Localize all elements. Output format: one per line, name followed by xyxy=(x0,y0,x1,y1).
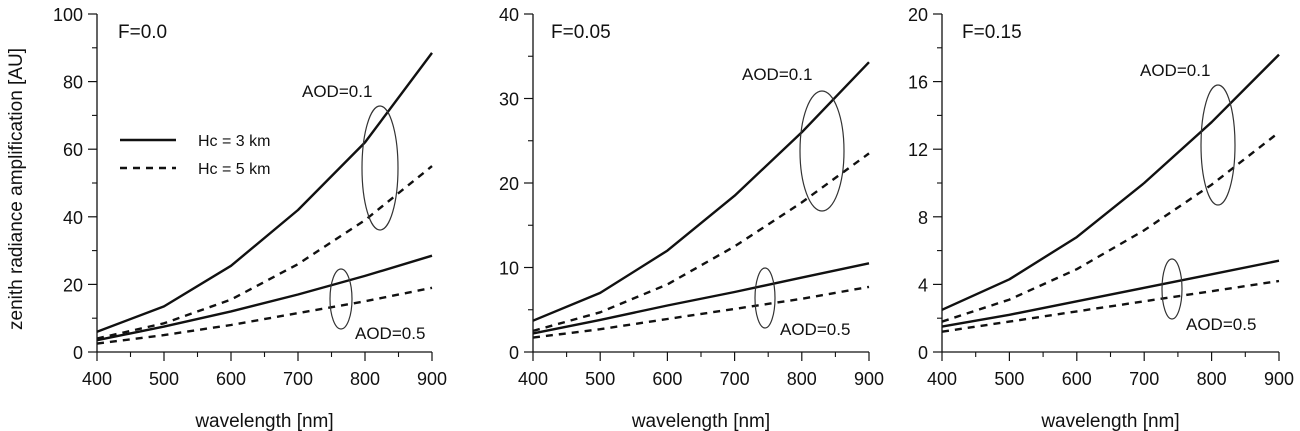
y-axis-title: zenith radiance amplification [AU] xyxy=(6,48,27,330)
panel-title: F=0.15 xyxy=(962,22,1022,43)
x-tick-label: 500 xyxy=(994,369,1024,389)
series-line-aod-0-1-dashed xyxy=(941,131,1280,323)
x-tick-label: 900 xyxy=(1264,369,1294,389)
legend-label: Hc = 5 km xyxy=(198,161,270,178)
x-tick-label: 600 xyxy=(652,369,682,389)
annotation-label: AOD=0.1 xyxy=(742,65,812,84)
series-line-aod-0-5-solid xyxy=(941,259,1280,328)
group-ellipse xyxy=(1200,84,1236,206)
y-tick-label: 40 xyxy=(63,208,83,228)
y-tick-label: 8 xyxy=(918,208,928,228)
y-tick-label: 30 xyxy=(499,90,519,110)
y-tick-label: 0 xyxy=(509,343,519,363)
group-ellipse xyxy=(361,105,399,231)
y-tick-label: 10 xyxy=(499,259,519,279)
series-line-aod-0-1-solid xyxy=(532,61,870,322)
series-line-aod-0-5-solid xyxy=(532,262,870,335)
chart-panel-1: 0 20 40 60 80 100 400 500 600 700 800 900 wavelength… xyxy=(6,5,447,431)
annotation-label: AOD=0.5 xyxy=(355,324,425,343)
annotation-label: AOD=0.1 xyxy=(1140,61,1210,80)
y-tick-label: 4 xyxy=(918,275,928,295)
y-tick-label: 16 xyxy=(908,73,928,93)
x-tick-label: 600 xyxy=(216,369,246,389)
y-tick-label: 60 xyxy=(63,140,83,160)
panel-title: F=0.0 xyxy=(118,22,167,43)
x-axis-title: wavelength [nm] xyxy=(194,411,333,431)
series-line-aod-0-1-dashed xyxy=(96,165,433,340)
x-tick-label: 800 xyxy=(1197,369,1227,389)
chart-panel-3: 0 4 8 12 16 20 400 500 600 700 800 900 wavelength [n… xyxy=(908,5,1294,431)
panel-title: F=0.05 xyxy=(551,22,611,43)
y-tick-label: 80 xyxy=(63,73,83,93)
series-line-aod-0-5-dashed xyxy=(532,285,870,339)
y-tick-label: 40 xyxy=(499,5,519,25)
x-tick-label: 400 xyxy=(518,369,548,389)
x-tick-label: 500 xyxy=(149,369,179,389)
x-tick-label: 700 xyxy=(283,369,313,389)
y-tick-label: 20 xyxy=(908,5,928,25)
x-tick-label: 700 xyxy=(1129,369,1159,389)
legend-label: Hc = 3 km xyxy=(198,133,270,150)
x-tick-label: 700 xyxy=(720,369,750,389)
group-ellipse xyxy=(329,268,353,330)
x-tick-label: 800 xyxy=(787,369,817,389)
y-tick-label: 12 xyxy=(908,140,928,160)
series-line-aod-0-5-dashed xyxy=(96,286,433,345)
x-tick-label: 600 xyxy=(1062,369,1092,389)
y-tick-label: 0 xyxy=(918,343,928,363)
y-tick-label: 0 xyxy=(73,343,83,363)
series-line-aod-0-1-solid xyxy=(96,52,433,333)
legend: Hc = 3 km Hc = 5 km xyxy=(120,133,270,178)
x-axis-title: wavelength [nm] xyxy=(1040,411,1179,431)
series-line-aod-0-5-dashed xyxy=(941,279,1280,333)
series-line-aod-0-5-solid xyxy=(96,254,433,342)
x-tick-label: 800 xyxy=(350,369,380,389)
x-tick-label: 400 xyxy=(927,369,957,389)
x-tick-label: 900 xyxy=(417,369,447,389)
annotation-label: AOD=0.1 xyxy=(302,82,372,101)
annotation-label: AOD=0.5 xyxy=(1186,315,1256,334)
group-ellipse xyxy=(754,267,776,329)
group-ellipse xyxy=(1161,258,1183,320)
x-tick-label: 500 xyxy=(585,369,615,389)
y-tick-label: 20 xyxy=(499,174,519,194)
group-ellipse xyxy=(799,90,845,212)
series-line-aod-0-1-dashed xyxy=(532,152,870,333)
chart-panel-2: 0 10 20 30 40 400 500 600 700 800 900 wavelength [n… xyxy=(499,5,884,431)
x-tick-label: 900 xyxy=(854,369,884,389)
annotation-label: AOD=0.5 xyxy=(780,320,850,339)
y-tick-label: 20 xyxy=(63,275,83,295)
series-line-aod-0-1-solid xyxy=(941,53,1280,311)
x-axis-title: wavelength [nm] xyxy=(631,411,770,431)
y-tick-label: 100 xyxy=(53,5,83,25)
x-tick-label: 400 xyxy=(82,369,112,389)
